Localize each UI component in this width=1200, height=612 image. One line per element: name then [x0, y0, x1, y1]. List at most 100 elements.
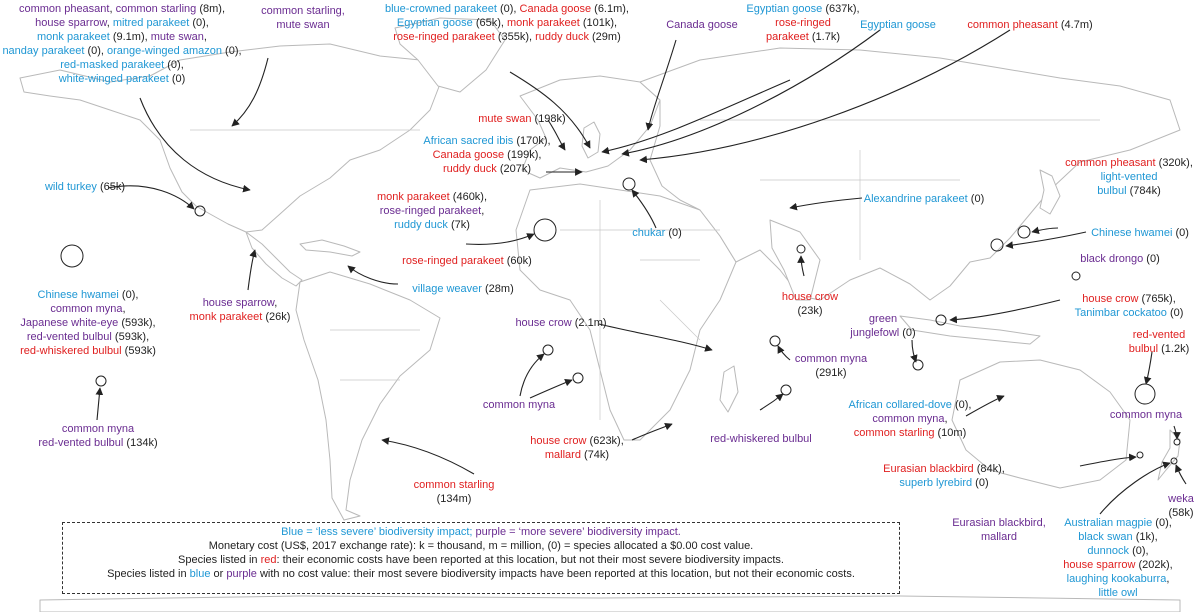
- label-red-vented-fiji: red-vented bulbul (1.2k): [1118, 328, 1200, 356]
- label-text: (198k): [531, 113, 566, 125]
- label-collared-dove: African collared-dove (0), common myna, co…: [820, 398, 1000, 440]
- label-text: green: [868, 313, 898, 325]
- label-black-drongo: black drongo (0): [1060, 252, 1180, 266]
- label-line: monk parakeet (460k),: [362, 190, 502, 204]
- label-text: Alexandrine parakeet: [863, 193, 968, 205]
- label-hawaii: Chinese hwamei (0), common myna, Japanese …: [0, 288, 176, 358]
- label-text: bulbul: [1128, 343, 1159, 355]
- label-text: (65k),: [472, 17, 507, 29]
- label-text: house crow: [781, 291, 839, 303]
- marker-nz2: [1170, 457, 1178, 465]
- label-text: laughing kookaburra: [1066, 573, 1167, 585]
- label-text: village weaver: [412, 283, 482, 295]
- marker-japan: [1017, 225, 1031, 239]
- label-village-weaver: village weaver (28m): [398, 282, 528, 296]
- label-text: Species listed in: [107, 568, 190, 580]
- label-text: (58k): [1168, 507, 1194, 519]
- label-text: Australian magpie: [1064, 517, 1153, 529]
- label-text: (593k): [121, 345, 156, 357]
- label-line: bulbul (784k): [1058, 184, 1200, 198]
- label-line: common myna: [1096, 408, 1196, 422]
- label-hwamei-tw: Chinese hwamei (0): [1084, 226, 1196, 240]
- label-line: Australian magpie (0),: [1036, 516, 1200, 530]
- label-text: mute swan: [150, 31, 204, 43]
- caribbean: [299, 239, 361, 257]
- label-line: common pheasant (320k),: [1058, 156, 1200, 170]
- marker-iberia: [533, 218, 557, 242]
- label-line: rose-ringed parakeet (355k), ruddy duck …: [352, 30, 662, 44]
- label-line: house crow (2.1m): [496, 316, 626, 330]
- label-text: black drongo: [1080, 253, 1144, 265]
- country-borders: [190, 119, 1100, 420]
- label-text: ,: [109, 3, 116, 15]
- label-ibis-cluster: African sacred ibis (170k), Canada goose …: [412, 134, 562, 176]
- label-text: light-vented: [1100, 171, 1158, 183]
- label-text: bulbul: [1097, 185, 1127, 197]
- label-line: monk parakeet (9.1m), mute swan,: [2, 30, 242, 44]
- label-line: mallard: [934, 530, 1064, 544]
- label-text: (101k),: [579, 17, 618, 29]
- label-line: rose-ringed parakeet (60k): [392, 254, 542, 268]
- label-text: (0): [899, 327, 916, 339]
- label-text: with no cost value: their most severe bi…: [256, 568, 855, 580]
- label-text: (74k): [580, 449, 610, 461]
- label-text: (0): [665, 227, 682, 239]
- label-ak-starling: common starling, mute swan: [248, 4, 358, 32]
- label-text: (0),: [951, 399, 972, 411]
- label-text: Chinese hwamei: [37, 289, 119, 301]
- label-text: Canada goose: [666, 19, 738, 31]
- label-text: (28m): [481, 283, 514, 295]
- label-text: black swan: [1078, 531, 1133, 543]
- label-text: blue: [189, 568, 211, 580]
- label-line: Canada goose: [652, 18, 752, 32]
- label-green-junglefowl: green junglefowl (0): [838, 312, 928, 340]
- label-line: Egyptian goose (637k),: [738, 2, 868, 16]
- label-text: Egyptian goose: [396, 17, 473, 29]
- marker-hawaii: [60, 244, 84, 268]
- label-line: common myna,: [820, 412, 1000, 426]
- label-text: rose-ringed parakeet: [402, 255, 504, 267]
- label-line: dunnock (0),: [1036, 544, 1200, 558]
- marker-fiji: [1134, 383, 1156, 405]
- label-text: (8m),: [196, 3, 226, 15]
- label-text: red-vented bulbul: [38, 437, 124, 449]
- label-line: Egyptian goose: [848, 18, 948, 32]
- label-text: (6.1m),: [591, 3, 629, 15]
- label-text: (1.7k): [808, 31, 840, 43]
- label-wild-turkey: wild turkey (65k): [30, 180, 140, 194]
- label-line: (291k): [776, 366, 886, 380]
- label-text: (7k): [447, 219, 470, 231]
- label-text: house sparrow: [35, 17, 107, 29]
- label-blackbird-mallard: Eurasian blackbird, mallard: [934, 516, 1064, 544]
- label-text: Japanese white-eye: [20, 317, 119, 329]
- label-text: Eurasian blackbird: [883, 463, 974, 475]
- label-text: common starling: [853, 427, 935, 439]
- label-text: dunnock: [1087, 545, 1130, 557]
- label-text: wild turkey: [44, 181, 97, 193]
- japan: [1039, 169, 1061, 215]
- label-text: (134k): [123, 437, 158, 449]
- australia: [951, 359, 1131, 489]
- label-text: (784k): [1126, 185, 1161, 197]
- label-line: red-vented: [1118, 328, 1200, 342]
- label-line: house crow: [770, 290, 850, 304]
- label-line: (58k): [1162, 506, 1200, 520]
- label-text: purple: [226, 568, 257, 580]
- label-pheasant-top: common pheasant (4.7m): [940, 18, 1120, 32]
- label-text: Species listed in: [178, 554, 261, 566]
- label-text: ruddy duck: [535, 31, 589, 43]
- label-text: mallard: [980, 531, 1018, 543]
- label-text: or: [210, 568, 227, 580]
- label-text: house crow: [1082, 293, 1139, 305]
- great-britain: [581, 121, 601, 159]
- marker-mauritius: [780, 384, 792, 396]
- label-pheasant-japan: common pheasant (320k), light-vented bulbu…: [1058, 156, 1200, 198]
- label-text: purple = ‘more severe’ biodiversity impa…: [475, 526, 681, 538]
- label-text: (9.1m),: [109, 31, 151, 43]
- label-text: (202k),: [1135, 559, 1173, 571]
- label-rose-ringed-60k: rose-ringed parakeet (60k): [392, 254, 542, 268]
- label-line: red-vented bulbul (134k): [18, 436, 178, 450]
- label-text: (765k),: [1138, 293, 1176, 305]
- label-text: (460k),: [449, 191, 488, 203]
